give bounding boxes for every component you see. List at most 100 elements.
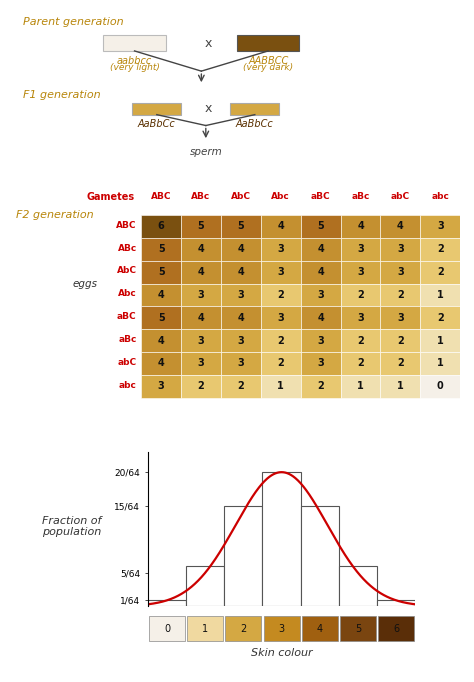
Bar: [221, 261, 261, 284]
Bar: [221, 329, 261, 352]
Text: F1 generation: F1 generation: [23, 90, 101, 100]
Text: 0: 0: [164, 623, 170, 634]
Text: 3: 3: [198, 359, 204, 368]
Text: abC: abC: [118, 358, 137, 367]
Text: 4: 4: [317, 267, 324, 277]
Bar: [340, 616, 376, 641]
Text: 2: 2: [397, 359, 404, 368]
Text: 2: 2: [397, 336, 404, 346]
Bar: [103, 35, 166, 51]
Bar: [301, 352, 341, 375]
Text: ABC: ABC: [151, 192, 172, 201]
Text: sperm: sperm: [190, 147, 222, 156]
Text: AbC: AbC: [231, 192, 251, 201]
Bar: [381, 306, 420, 329]
Text: 4: 4: [158, 359, 164, 368]
Bar: [341, 215, 381, 238]
Text: 1: 1: [277, 381, 284, 391]
Bar: [181, 352, 221, 375]
Bar: [261, 215, 301, 238]
Bar: [181, 329, 221, 352]
Text: 1: 1: [437, 336, 444, 346]
Text: (very light): (very light): [109, 63, 159, 72]
Bar: [381, 261, 420, 284]
Bar: [341, 352, 381, 375]
Bar: [381, 215, 420, 238]
Bar: [381, 284, 420, 306]
Bar: [381, 238, 420, 261]
Text: x: x: [204, 37, 212, 50]
Bar: [301, 215, 341, 238]
Text: 3: 3: [198, 336, 204, 346]
Text: 3: 3: [198, 290, 204, 300]
Text: 3: 3: [277, 267, 284, 277]
Text: 5: 5: [317, 222, 324, 231]
Text: 4: 4: [237, 244, 244, 254]
Bar: [301, 284, 341, 306]
Bar: [341, 375, 381, 398]
Text: 2: 2: [437, 244, 444, 254]
Text: 2: 2: [357, 336, 364, 346]
Bar: [141, 215, 181, 238]
Text: 3: 3: [237, 336, 244, 346]
Bar: [141, 375, 181, 398]
Text: abc: abc: [119, 381, 137, 389]
Bar: [420, 238, 460, 261]
Text: Parent generation: Parent generation: [23, 17, 124, 27]
Text: ABC: ABC: [116, 221, 137, 230]
Bar: [261, 375, 301, 398]
Bar: [181, 261, 221, 284]
Text: 3: 3: [277, 313, 284, 323]
Bar: [230, 103, 279, 115]
Text: 4: 4: [277, 222, 284, 231]
Text: 4: 4: [357, 222, 364, 231]
Text: 3: 3: [397, 313, 404, 323]
Text: 3: 3: [317, 359, 324, 368]
Text: 4: 4: [198, 267, 204, 277]
Text: 4: 4: [237, 313, 244, 323]
Bar: [302, 616, 338, 641]
Text: 2: 2: [437, 267, 444, 277]
Text: 5: 5: [158, 313, 164, 323]
Bar: [221, 238, 261, 261]
Text: 2: 2: [277, 290, 284, 300]
Text: 5: 5: [158, 267, 164, 277]
Text: 1: 1: [397, 381, 404, 391]
Text: aBC: aBC: [117, 312, 137, 321]
Bar: [381, 352, 420, 375]
Bar: [181, 306, 221, 329]
Text: aabbcc: aabbcc: [117, 56, 152, 65]
Text: ABc: ABc: [191, 192, 210, 201]
Text: 5: 5: [355, 623, 361, 634]
Text: 4: 4: [198, 244, 204, 254]
Bar: [141, 238, 181, 261]
Text: 4: 4: [397, 222, 404, 231]
Text: 2: 2: [240, 623, 246, 634]
Text: 1: 1: [357, 381, 364, 391]
Text: ABc: ABc: [118, 243, 137, 252]
Bar: [261, 352, 301, 375]
Text: 5: 5: [158, 244, 164, 254]
Text: AaBbCc: AaBbCc: [138, 119, 176, 128]
Bar: [381, 375, 420, 398]
Text: eggs: eggs: [73, 278, 98, 288]
Bar: [420, 306, 460, 329]
Text: 4: 4: [237, 267, 244, 277]
Text: 2: 2: [317, 381, 324, 391]
Text: 2: 2: [277, 359, 284, 368]
Text: Gametes: Gametes: [86, 192, 135, 202]
Bar: [221, 284, 261, 306]
Text: AbC: AbC: [117, 267, 137, 276]
Text: aBC: aBC: [311, 192, 330, 201]
Bar: [132, 103, 181, 115]
Bar: [420, 215, 460, 238]
Bar: [181, 238, 221, 261]
Text: 1: 1: [437, 359, 444, 368]
Text: 2: 2: [397, 290, 404, 300]
Text: AABBCC: AABBCC: [248, 56, 288, 65]
Text: 4: 4: [317, 244, 324, 254]
Bar: [381, 329, 420, 352]
Bar: [420, 352, 460, 375]
Text: Skin colour: Skin colour: [251, 649, 312, 658]
Bar: [341, 329, 381, 352]
